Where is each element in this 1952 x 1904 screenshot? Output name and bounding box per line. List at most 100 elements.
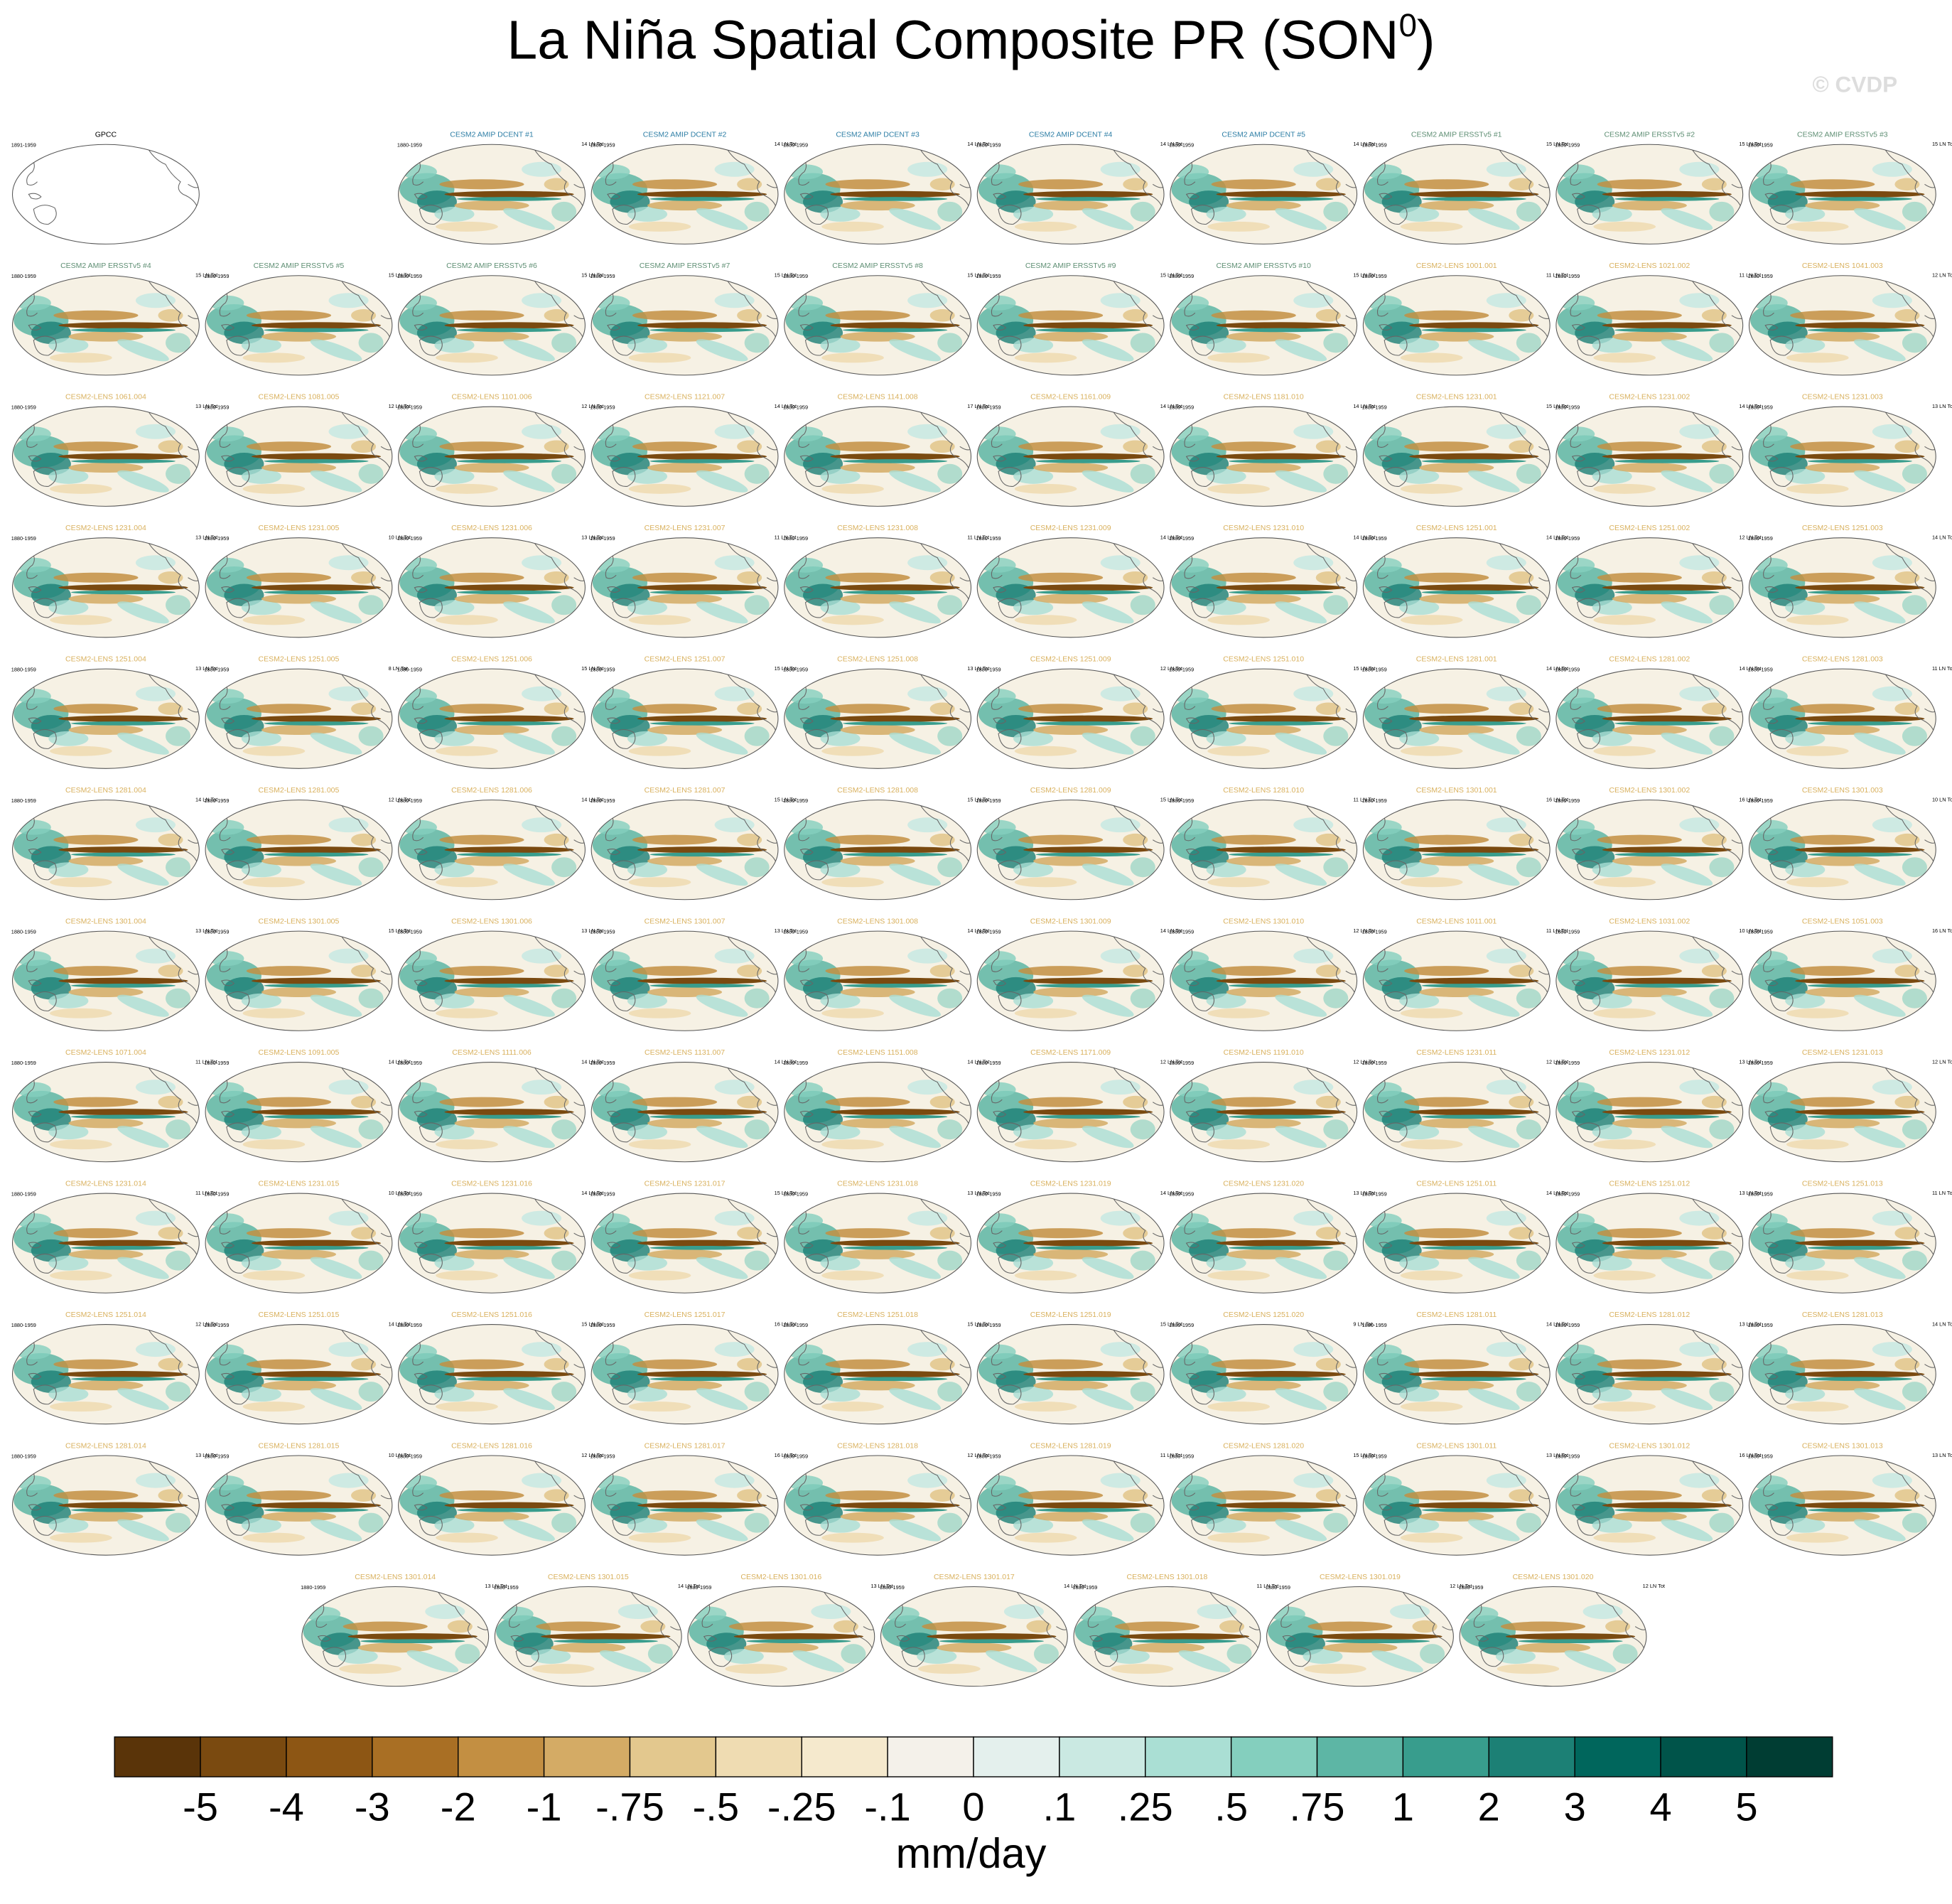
panel-count: 15 LN Tot (389, 271, 411, 278)
panel-period: 1880-1959 (976, 1453, 1001, 1460)
panel-count: 12 LN Tot (581, 1452, 603, 1458)
map-outline (1748, 275, 1936, 376)
colorbar-tick-label: .75 (1290, 1784, 1345, 1829)
panel-title: CESM2-LENS 1281.013 (1802, 1311, 1883, 1319)
panel-period: 1880-1959 (590, 667, 615, 673)
panel-count: 14 LN Tot (1160, 141, 1182, 147)
map-field (1556, 1322, 1743, 1426)
panel-count: 15 LN Tot (967, 1321, 989, 1327)
panel-title: CESM2-LENS 1231.016 (451, 1180, 532, 1188)
map-field (1749, 667, 1936, 771)
panel-title: CESM2-LENS 1041.003 (1802, 262, 1883, 270)
map-outline (11, 1455, 200, 1556)
map-field (977, 1322, 1164, 1426)
map-field (977, 273, 1164, 377)
panel-title: CESM2-LENS 1281.002 (1609, 655, 1690, 664)
panel-title: CESM2-LENS 1231.012 (1609, 1048, 1690, 1057)
map-panel (1362, 273, 1551, 377)
map-panel (1170, 142, 1358, 247)
map-outline (11, 406, 200, 507)
map-field (13, 273, 200, 377)
panel-count: 12 LN Tot (1160, 665, 1182, 672)
map-field (591, 1191, 778, 1296)
panel-period: 1880-1959 (11, 667, 36, 673)
panel-title: CESM2 AMIP ERSSTv5 #1 (1411, 131, 1502, 139)
panel-title: CESM2-LENS 1251.004 (65, 655, 146, 664)
panel-title: CESM2-LENS 1161.009 (1030, 393, 1111, 402)
panel-title: CESM2-LENS 1171.009 (1030, 1048, 1111, 1057)
map-panel (1555, 1453, 1744, 1558)
panel-count: 14 LN Tot (1064, 1583, 1086, 1589)
map-panel (1170, 797, 1358, 902)
panel-count: 15 LN Tot (1160, 1321, 1182, 1327)
map-field (1749, 1191, 1936, 1296)
map-outline (976, 275, 1165, 376)
map-field (495, 1584, 681, 1689)
panel-title: CESM2-LENS 1151.008 (838, 1048, 918, 1057)
panel-period: 1880-1959 (590, 535, 615, 542)
map-field (205, 273, 392, 377)
colorbar-tick-label: 1 (1392, 1784, 1414, 1829)
panel-period: 1880-1959 (494, 1584, 519, 1591)
map-outline (1748, 537, 1936, 638)
panel-title: CESM2-LENS 1231.005 (259, 524, 340, 532)
panel-count: 13 LN Tot (1932, 403, 1952, 409)
panel-title: CESM2 AMIP DCENT #1 (450, 131, 534, 139)
panel-title: CESM2-LENS 1281.010 (1223, 786, 1304, 795)
map-field (1363, 404, 1550, 509)
map-panel (784, 273, 972, 377)
map-panel (1748, 797, 1936, 902)
panel-title: CESM2-LENS 1251.008 (837, 655, 918, 664)
map-panel (591, 535, 779, 640)
panel-period: 1880-1959 (397, 1453, 422, 1460)
panel-title: CESM2 AMIP ERSSTv5 #3 (1797, 131, 1888, 139)
map-panel (11, 667, 200, 771)
panel-count: 13 LN Tot (1353, 1190, 1375, 1196)
map-outline (1362, 275, 1551, 376)
panel-title: CESM2 AMIP ERSSTv5 #2 (1604, 131, 1695, 139)
panel-title: CESM2-LENS 1231.014 (65, 1180, 146, 1188)
colorbar-box (1746, 1736, 1833, 1777)
panel-period: 1880-1959 (204, 1453, 229, 1460)
map-field (784, 1453, 971, 1558)
panel-count: 11 LN Tot (1160, 1452, 1182, 1458)
map-field (784, 404, 971, 509)
panel-period: 1880-1959 (1555, 1191, 1580, 1198)
title-text: ) (1417, 9, 1435, 70)
panel-title: CESM2 AMIP DCENT #2 (643, 131, 727, 139)
colorbar-label: mm/day (896, 1829, 1047, 1877)
colorbar-box (372, 1736, 459, 1777)
map-field (784, 1322, 971, 1426)
map-panel (976, 1060, 1165, 1164)
map-field (13, 404, 200, 509)
map-field (1363, 1191, 1550, 1296)
map-outline (205, 275, 393, 376)
panel-title: CESM2-LENS 1251.020 (1223, 1311, 1304, 1319)
panel-period: 1891-1959 (11, 142, 36, 149)
panel-period: 1880-1959 (1748, 929, 1773, 935)
map-field (1556, 1453, 1743, 1558)
map-outline (1170, 800, 1358, 900)
map-panel (1555, 667, 1744, 771)
panel-count: 14 LN Tot (581, 141, 603, 147)
map-panel (11, 273, 200, 377)
map-outline (1170, 406, 1358, 507)
map-field (399, 929, 586, 1033)
panel-period: 1880-1959 (1748, 1191, 1773, 1198)
map-panel (1362, 797, 1551, 902)
map-field (1363, 1060, 1550, 1164)
map-field (977, 142, 1164, 247)
panel-title: CESM2-LENS 1301.003 (1802, 786, 1883, 795)
panel-count: 14 LN Tot (1353, 403, 1375, 409)
map-outline (205, 668, 393, 769)
panel-period: 1880-1959 (1555, 1322, 1580, 1328)
map-panel (1170, 1191, 1358, 1296)
map-field (784, 929, 971, 1033)
panel-count: 16 LN Tot (1739, 1452, 1761, 1458)
panel-period: 1880-1959 (1748, 1060, 1773, 1066)
map-outline (1748, 930, 1936, 1031)
map-panel (1555, 404, 1744, 509)
map-outline (205, 1193, 393, 1293)
map-panel (1170, 273, 1358, 377)
